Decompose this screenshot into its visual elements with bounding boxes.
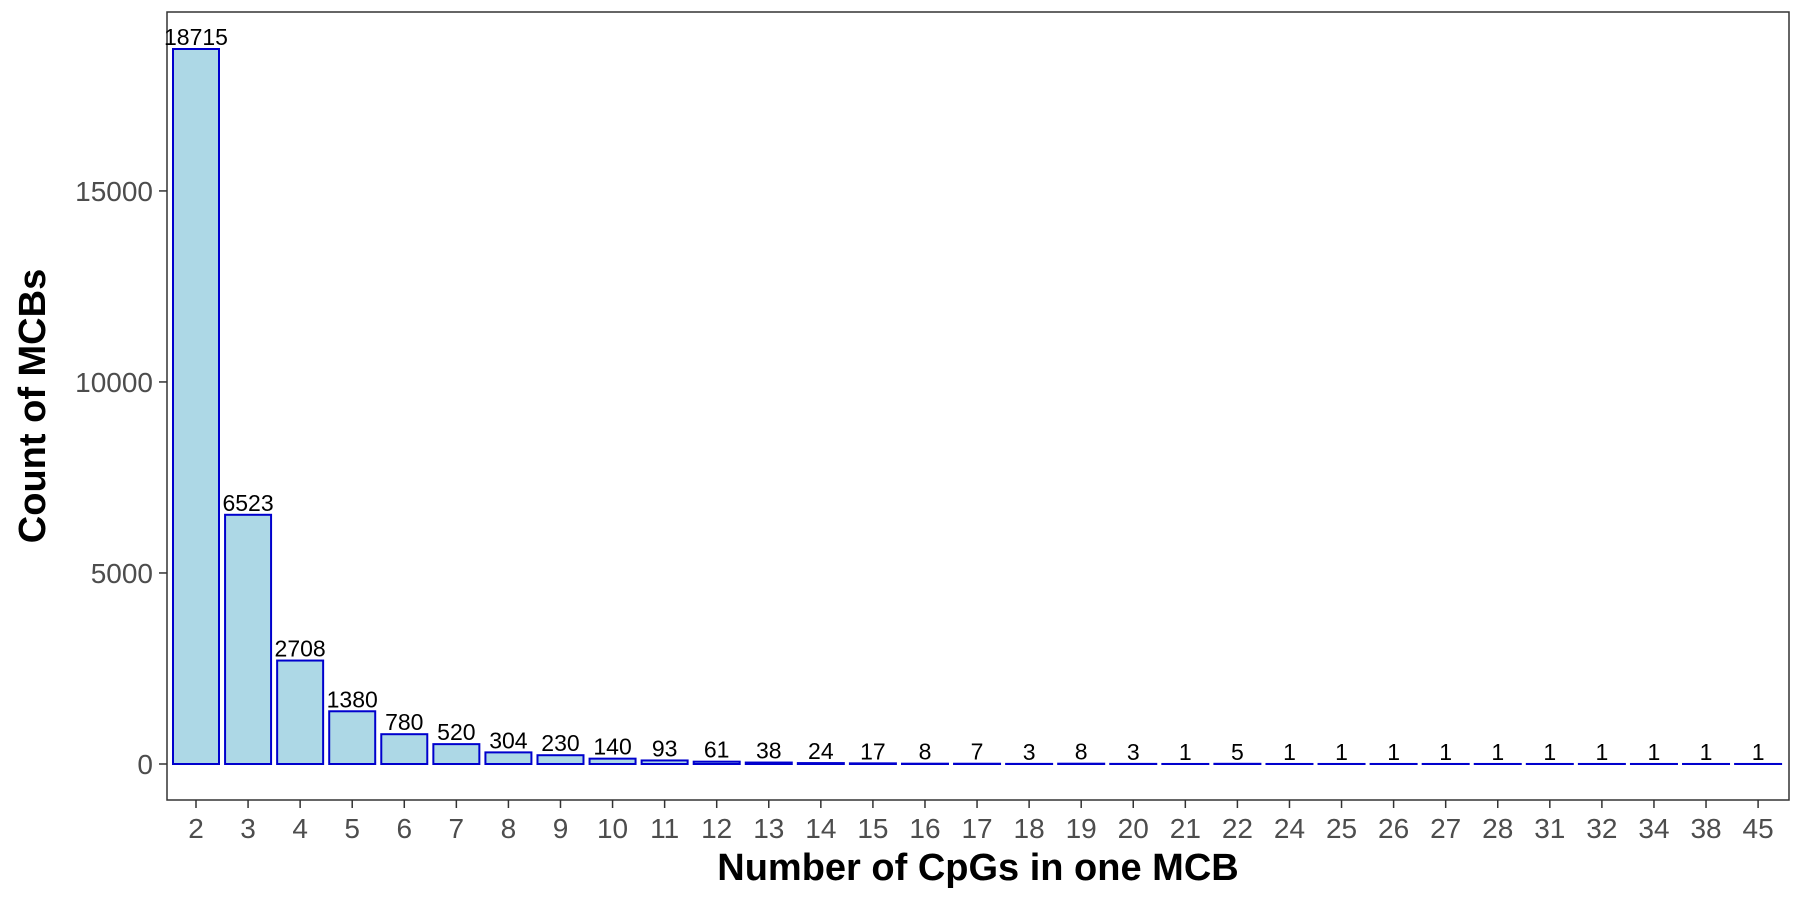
bar-value-label: 230 — [541, 730, 579, 756]
bar — [588, 757, 637, 766]
bar-value-label: 1380 — [327, 686, 378, 712]
bar-value-label: 3 — [1127, 739, 1140, 765]
bar-value-label: 5 — [1231, 739, 1244, 765]
x-tick-label: 8 — [501, 813, 517, 844]
bar-value-label: 1 — [1595, 739, 1608, 765]
bar-value-label: 17 — [860, 738, 886, 764]
x-tick-label: 45 — [1743, 813, 1774, 844]
bar-value-label: 140 — [593, 734, 631, 760]
bar-value-label: 93 — [652, 735, 678, 761]
x-tick-label: 38 — [1690, 813, 1721, 844]
bars — [172, 48, 1783, 766]
bar-value-label: 1 — [1439, 739, 1452, 765]
x-tick-label: 32 — [1586, 813, 1617, 844]
bar-value-label: 8 — [1075, 739, 1088, 765]
x-tick-label: 20 — [1118, 813, 1149, 844]
bar — [640, 759, 689, 765]
bar — [328, 710, 377, 766]
bar — [172, 48, 220, 765]
bar-value-label: 520 — [437, 719, 475, 745]
bar — [692, 760, 741, 765]
x-axis-title: Number of CpGs in one MCB — [717, 847, 1238, 889]
bar-value-label: 780 — [385, 709, 423, 735]
bar-value-label: 1 — [1648, 739, 1661, 765]
x-tick-label: 10 — [597, 813, 628, 844]
bar-value-label: 1 — [1491, 739, 1504, 765]
x-tick-label: 6 — [396, 813, 412, 844]
x-tick-label: 19 — [1066, 813, 1097, 844]
x-tick-label: 5 — [344, 813, 360, 844]
bar — [744, 761, 793, 765]
bar-value-label: 1 — [1700, 739, 1713, 765]
x-tick-label: 22 — [1222, 813, 1253, 844]
bar-value-label: 1 — [1179, 739, 1192, 765]
bar-value-label: 7 — [971, 739, 984, 765]
x-tick-label: 34 — [1638, 813, 1669, 844]
x-tick-label: 16 — [909, 813, 940, 844]
x-tick-label: 31 — [1534, 813, 1565, 844]
y-tick-label: 15000 — [75, 176, 153, 207]
bar — [380, 733, 429, 766]
bar-value-label: 304 — [489, 727, 528, 753]
bar-value-label: 8 — [919, 739, 932, 765]
x-tick-label: 24 — [1274, 813, 1305, 844]
bar — [224, 513, 273, 765]
bar-value-label: 61 — [704, 737, 730, 763]
bar — [796, 762, 845, 765]
x-tick-label: 26 — [1378, 813, 1409, 844]
y-axis: 0 5000 10000 15000 — [75, 176, 167, 780]
x-tick-label: 21 — [1170, 813, 1201, 844]
x-tick-label: 7 — [449, 813, 465, 844]
bar — [276, 659, 325, 765]
x-tick-label: 27 — [1430, 813, 1461, 844]
bar-value-label: 38 — [756, 738, 782, 764]
bar-value-label: 1 — [1752, 739, 1765, 765]
x-tick-label: 11 — [650, 813, 679, 844]
x-tick-label: 3 — [240, 813, 256, 844]
bar-value-label: 6523 — [222, 490, 273, 516]
bar-value-label: 1 — [1387, 739, 1400, 765]
bar — [536, 754, 585, 766]
x-tick-label: 17 — [961, 813, 992, 844]
x-tick-label: 2 — [188, 813, 204, 844]
x-tick-label: 4 — [292, 813, 308, 844]
x-tick-label: 18 — [1014, 813, 1045, 844]
x-tick-label: 15 — [857, 813, 888, 844]
y-axis-title: Count of MCBs — [12, 269, 54, 543]
x-tick-label: 12 — [701, 813, 732, 844]
x-tick-label: 9 — [553, 813, 569, 844]
bar — [432, 743, 481, 766]
bar-value-label: 3 — [1023, 739, 1036, 765]
bar-value-label: 2708 — [275, 636, 326, 662]
y-tick-label: 10000 — [75, 367, 153, 398]
plot-panel — [166, 11, 1790, 801]
bar-value-label: 24 — [808, 738, 834, 764]
bar — [848, 762, 897, 766]
y-tick-label: 5000 — [91, 558, 153, 589]
bar — [484, 751, 533, 766]
x-tick-label: 25 — [1326, 813, 1357, 844]
x-tick-label: 13 — [753, 813, 784, 844]
x-axis: 2 3 4 5 6 7 8 9 10 11 12 13 14 15 16 17 18 19 20 21 22 24 25 26… — [188, 800, 1774, 844]
x-tick-label: 28 — [1482, 813, 1513, 844]
bar-value-label: 1 — [1543, 739, 1556, 765]
bar-value-label: 18715 — [164, 24, 228, 50]
y-tick-label: 0 — [137, 749, 153, 780]
x-tick-label: 14 — [805, 813, 836, 844]
bar-value-label: 1 — [1283, 739, 1296, 765]
bar-value-label: 1 — [1335, 739, 1348, 765]
